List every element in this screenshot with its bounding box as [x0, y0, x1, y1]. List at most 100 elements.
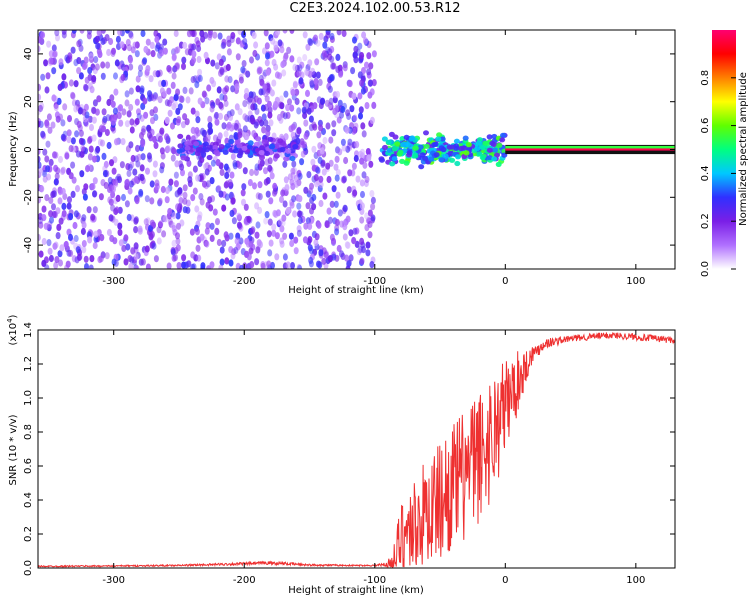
spectral-mark [208, 30, 213, 36]
spectral-mark [196, 254, 202, 262]
spectral-mark [137, 173, 143, 181]
spectral-mark [175, 88, 181, 96]
spectral-mark [124, 99, 130, 107]
spectral-mark [432, 141, 439, 147]
x-tick-label: 100 [626, 276, 645, 287]
spectral-mark [44, 121, 50, 129]
x-tick-label: 100 [626, 575, 645, 586]
spectral-mark [267, 136, 274, 142]
spectral-mark [87, 153, 93, 161]
spectral-mark [149, 231, 155, 239]
spectral-mark [400, 141, 407, 147]
spectral-mark [94, 63, 100, 71]
spectral-mark [499, 137, 506, 143]
spectral-mark [209, 222, 215, 230]
spectral-mark [412, 153, 419, 159]
x-tick-label: -200 [233, 276, 256, 287]
spectral-mark [222, 149, 229, 155]
spectral-mark [166, 262, 172, 269]
spectral-mark [280, 60, 286, 69]
spectral-mark [224, 193, 230, 201]
spectral-mark [329, 233, 335, 241]
spectral-mark [230, 197, 236, 206]
spectral-mark [82, 62, 87, 71]
spectral-mark [214, 118, 220, 126]
spectral-mark [81, 240, 87, 248]
spectral-mark [176, 188, 182, 196]
spectral-mark [242, 113, 248, 121]
spectral-mark [115, 35, 121, 44]
spectral-mark [195, 174, 201, 182]
spectral-mark [307, 222, 313, 230]
spectral-mark [455, 154, 461, 160]
spectral-mark [223, 163, 229, 171]
spectral-mark [59, 244, 65, 252]
spectral-mark [134, 50, 140, 58]
spectral-mark [205, 222, 211, 230]
spectral-mark [305, 217, 311, 225]
spectral-mark [155, 70, 161, 78]
spectral-mark [199, 233, 205, 241]
spectral-mark [296, 202, 302, 210]
spectral-mark [150, 50, 156, 58]
spectral-mark [221, 122, 227, 130]
spectral-mark [313, 77, 319, 86]
spectral-mark [449, 157, 456, 163]
spectral-mark [353, 45, 359, 53]
spectral-mark [181, 254, 187, 262]
spectral-mark [278, 101, 284, 109]
spectral-mark [293, 236, 299, 244]
spectral-mark [79, 170, 85, 178]
spectral-mark [87, 136, 92, 145]
spectral-mark [258, 145, 265, 151]
spectral-mark [191, 43, 197, 51]
spectral-mark [138, 188, 144, 197]
spectral-mark [321, 50, 327, 58]
spectral-mark [143, 218, 149, 226]
spectral-mark [352, 189, 358, 197]
spectral-mark [48, 254, 54, 263]
y-tick-label: 0.4 [23, 492, 34, 508]
spectral-mark [87, 236, 93, 244]
spectral-mark [175, 46, 181, 54]
spectral-mark [285, 206, 291, 215]
spectral-mark [217, 132, 223, 140]
spectral-mark [279, 46, 285, 54]
spectral-mark [134, 197, 140, 205]
spectral-mark [313, 238, 319, 247]
spectral-mark [247, 95, 253, 103]
spectral-mark [64, 152, 70, 160]
spectral-mark [128, 103, 134, 112]
spectral-mark [177, 133, 184, 139]
spectral-mark [279, 146, 286, 153]
spectral-mark [331, 120, 337, 128]
spectral-mark [41, 259, 47, 267]
spectral-mark [264, 42, 270, 50]
spectral-mark [135, 85, 141, 93]
spectral-mark [293, 247, 299, 255]
spectral-mark [112, 107, 118, 115]
spectral-mark [326, 207, 332, 215]
spectral-mark [170, 248, 176, 256]
spectral-mark [248, 247, 254, 255]
spectral-mark [241, 183, 247, 191]
spectral-mark [234, 123, 239, 131]
spectral-mark [172, 65, 178, 73]
spectral-mark [329, 32, 335, 41]
spectral-mark [382, 144, 388, 151]
spectral-mark [166, 87, 172, 95]
spectral-mark [66, 136, 72, 144]
colorbar-tick-label: 0.4 [700, 165, 711, 181]
spectral-mark [113, 88, 119, 96]
spectral-mark [44, 194, 50, 202]
spectral-mark [246, 215, 252, 223]
spectral-mark [130, 247, 136, 255]
spectral-mark [334, 155, 340, 163]
spectral-mark [140, 30, 146, 38]
spectral-mark [73, 210, 79, 218]
spectral-mark [84, 76, 90, 84]
spectral-mark [365, 148, 371, 156]
spectral-mark [209, 105, 215, 113]
spectral-mark [345, 241, 351, 249]
spectral-mark [221, 204, 227, 212]
